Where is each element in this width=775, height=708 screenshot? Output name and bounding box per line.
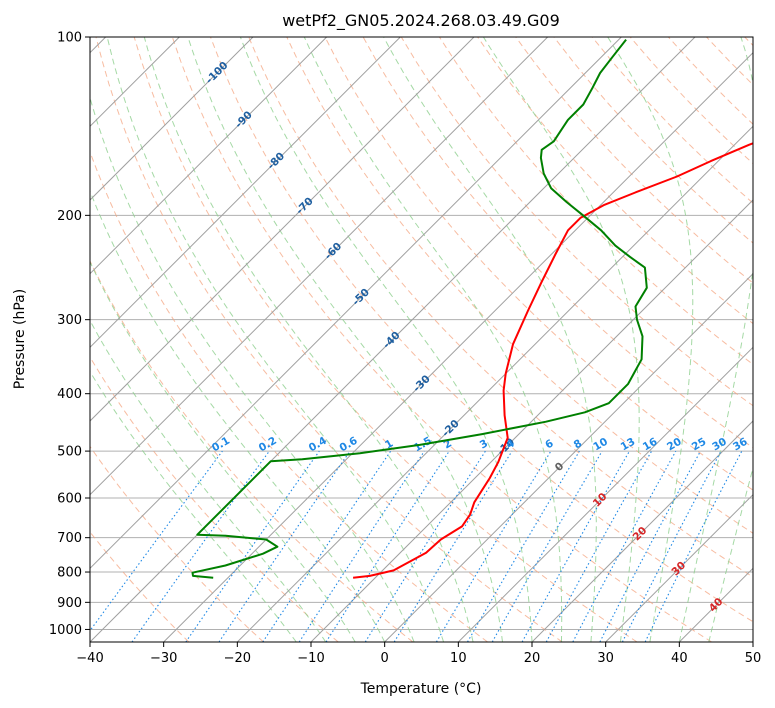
dewpoint-profile bbox=[191, 38, 648, 579]
isotherm bbox=[90, 37, 475, 422]
moist-adiabat bbox=[90, 189, 386, 642]
y-tick-label: 500 bbox=[57, 445, 82, 460]
moist-adiabat bbox=[482, 37, 640, 642]
mixing-ratio-line bbox=[185, 450, 320, 642]
moist-adiabat bbox=[708, 466, 753, 642]
dry-adiabat bbox=[286, 37, 753, 534]
x-axis-label: Temperature (°C) bbox=[360, 681, 482, 697]
moist-adiabat bbox=[678, 37, 753, 642]
mixing-ratio-line bbox=[325, 450, 450, 642]
dry-adiabat bbox=[90, 259, 414, 642]
isotherm bbox=[457, 346, 753, 642]
x-tick-label: 50 bbox=[745, 651, 762, 666]
dry-adiabat bbox=[171, 37, 712, 642]
sounding-series bbox=[191, 38, 753, 579]
y-tick-label: 1000 bbox=[49, 623, 82, 638]
mixing-ratio-line bbox=[131, 450, 270, 642]
moist-adiabat bbox=[303, 37, 563, 642]
moist-adiabat bbox=[143, 37, 474, 642]
x-tick-label: −10 bbox=[297, 651, 324, 666]
mixing-ratio-line bbox=[521, 450, 630, 642]
isotherm bbox=[90, 37, 622, 570]
moist-adiabat bbox=[90, 319, 327, 642]
x-tick-label: 40 bbox=[671, 651, 688, 666]
isotherm bbox=[163, 51, 753, 642]
moist-adiabat bbox=[607, 37, 694, 642]
y-tick-label: 900 bbox=[57, 596, 82, 611]
x-tick-label: 20 bbox=[524, 651, 541, 666]
chart-title: wetPf2_GN05.2024.268.03.49.G09 bbox=[282, 11, 560, 31]
isotherm bbox=[90, 37, 696, 642]
mixing-ratio-line bbox=[644, 450, 743, 642]
isotherm bbox=[90, 37, 254, 201]
dry-adiabat bbox=[248, 37, 753, 578]
y-tick-label: 800 bbox=[57, 566, 82, 581]
moist-adiabat bbox=[239, 37, 533, 642]
y-tick-label: 300 bbox=[57, 313, 82, 328]
mixing-ratio-line bbox=[393, 450, 513, 642]
dry-adiabat bbox=[95, 37, 563, 642]
isotherm bbox=[531, 420, 753, 642]
dry-adiabat bbox=[515, 37, 753, 284]
mixing-ratio-line bbox=[545, 450, 653, 642]
plot-frame bbox=[89, 36, 754, 643]
isobar-grid bbox=[90, 37, 753, 630]
isotherm bbox=[236, 125, 753, 642]
isotherms bbox=[90, 37, 753, 642]
x-tick-label: 10 bbox=[450, 651, 467, 666]
y-axis-label: Pressure (hPa) bbox=[12, 289, 28, 389]
mixing-ratio-line bbox=[262, 450, 392, 642]
y-tick-label: 400 bbox=[57, 387, 82, 402]
x-axis: −40 −30 −20 −10 0 10 20 30 40 50 bbox=[76, 642, 761, 666]
isotherm bbox=[384, 272, 753, 642]
mixing-ratio-lines bbox=[90, 450, 743, 642]
x-tick-label: 30 bbox=[597, 651, 614, 666]
y-tick-label: 600 bbox=[57, 492, 82, 507]
mixing-ratio-line bbox=[572, 450, 677, 642]
x-tick-label: −40 bbox=[76, 651, 103, 666]
isotherm bbox=[90, 37, 401, 349]
moist-adiabat bbox=[90, 370, 297, 642]
dry-adiabat bbox=[210, 37, 753, 623]
y-tick-label: 700 bbox=[57, 531, 82, 546]
isotherm bbox=[605, 493, 753, 642]
y-tick-label: 200 bbox=[57, 209, 82, 224]
dry-adiabat bbox=[90, 445, 264, 642]
x-tick-label: −30 bbox=[150, 651, 177, 666]
isotherm bbox=[90, 37, 549, 496]
temperature-profile bbox=[352, 142, 753, 579]
x-tick-label: 0 bbox=[381, 651, 389, 666]
dry-adiabat bbox=[90, 356, 339, 642]
isotherm bbox=[90, 37, 328, 275]
moist-adiabat bbox=[187, 37, 503, 642]
isotherm bbox=[310, 199, 753, 642]
mixing-ratio-line bbox=[218, 450, 351, 642]
y-axis: 100 200 300 400 500 600 700 800 900 1000 bbox=[49, 31, 90, 638]
moist-adiabat bbox=[90, 260, 356, 642]
moist-adiabat bbox=[106, 37, 445, 642]
mixing-ratio-line bbox=[90, 450, 223, 632]
x-tick-label: −20 bbox=[224, 651, 251, 666]
mixing-ratio-line bbox=[298, 450, 425, 642]
dry-adiabat bbox=[133, 37, 638, 642]
y-tick-label: 100 bbox=[57, 31, 82, 46]
